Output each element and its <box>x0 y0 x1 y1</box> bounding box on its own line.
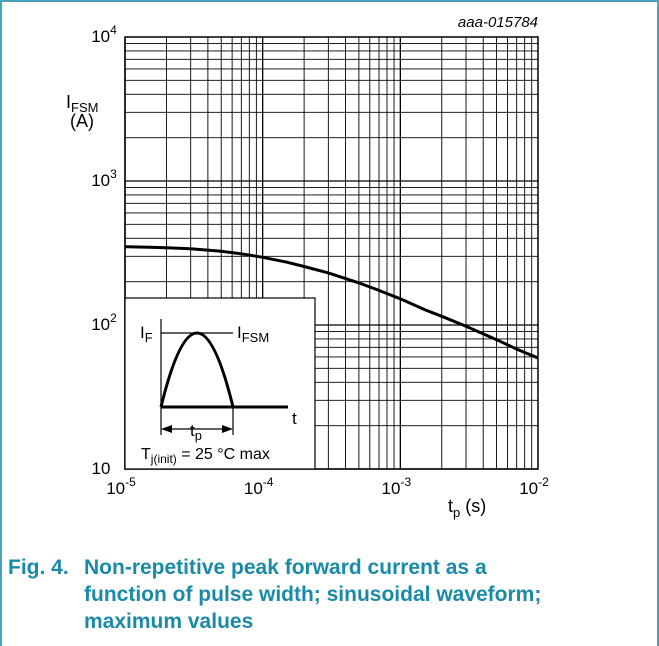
inset-waveform: IF IFSM t tp Tj(init) = 25 °C max <box>124 297 316 470</box>
inset-box <box>124 297 316 470</box>
inset-ifsm-label: IFSM <box>237 323 269 345</box>
curve-ifsm <box>124 245 539 360</box>
x-tick-label: 10-2 <box>519 475 549 498</box>
plot-border <box>124 36 539 470</box>
inset-if-label: IF <box>140 323 153 345</box>
x-axis-label-sub: p <box>453 505 460 520</box>
chart: 10-5 10-4 10-3 10-2 10 102 103 104 IFSM (A) tp … <box>66 23 549 520</box>
svg-text:tp (s): tp (s) <box>448 496 486 520</box>
x-axis-label-unit: (s) <box>460 496 486 516</box>
svg-text:IFSM: IFSM <box>66 92 98 115</box>
y-tick-label: 103 <box>91 167 117 190</box>
y-tick-label: 104 <box>91 23 117 46</box>
y-axis-label: IFSM (A) <box>66 92 98 131</box>
caption-line-3: maximum values <box>84 610 254 633</box>
x-tick-label: 10-5 <box>106 475 136 498</box>
inset-tp-arrow-right <box>222 425 233 433</box>
x-tick-label: 10-3 <box>382 475 412 498</box>
tick-labels: 10-5 10-4 10-3 10-2 10 102 103 104 <box>91 23 549 498</box>
y-tick-label: 102 <box>91 311 117 334</box>
inset-half-sine-pulse <box>159 331 235 408</box>
x-tick-label: 10-4 <box>244 475 274 498</box>
caption-line-2: function of pulse width; sinusoidal wave… <box>84 583 542 606</box>
y-tick-label: 10 <box>92 459 111 478</box>
y-axis-unit: (A) <box>70 111 94 131</box>
y-axis-label-main: I <box>66 92 71 112</box>
figure-id: aaa-015784 <box>458 14 538 31</box>
x-axis-label-main: t <box>448 496 453 516</box>
inset-tp-arrow-left <box>161 425 172 433</box>
caption-number: Fig. 4. <box>8 556 69 579</box>
caption-line-1: Non-repetitive peak forward current as a <box>84 556 487 579</box>
inset-tp-label: tp <box>190 421 202 443</box>
x-axis-label: tp (s) <box>448 496 486 520</box>
y-axis-label-sub: FSM <box>71 100 98 115</box>
inset-condition: Tj(init) = 25 °C max <box>141 446 270 466</box>
inset-time-label: t <box>292 409 297 428</box>
